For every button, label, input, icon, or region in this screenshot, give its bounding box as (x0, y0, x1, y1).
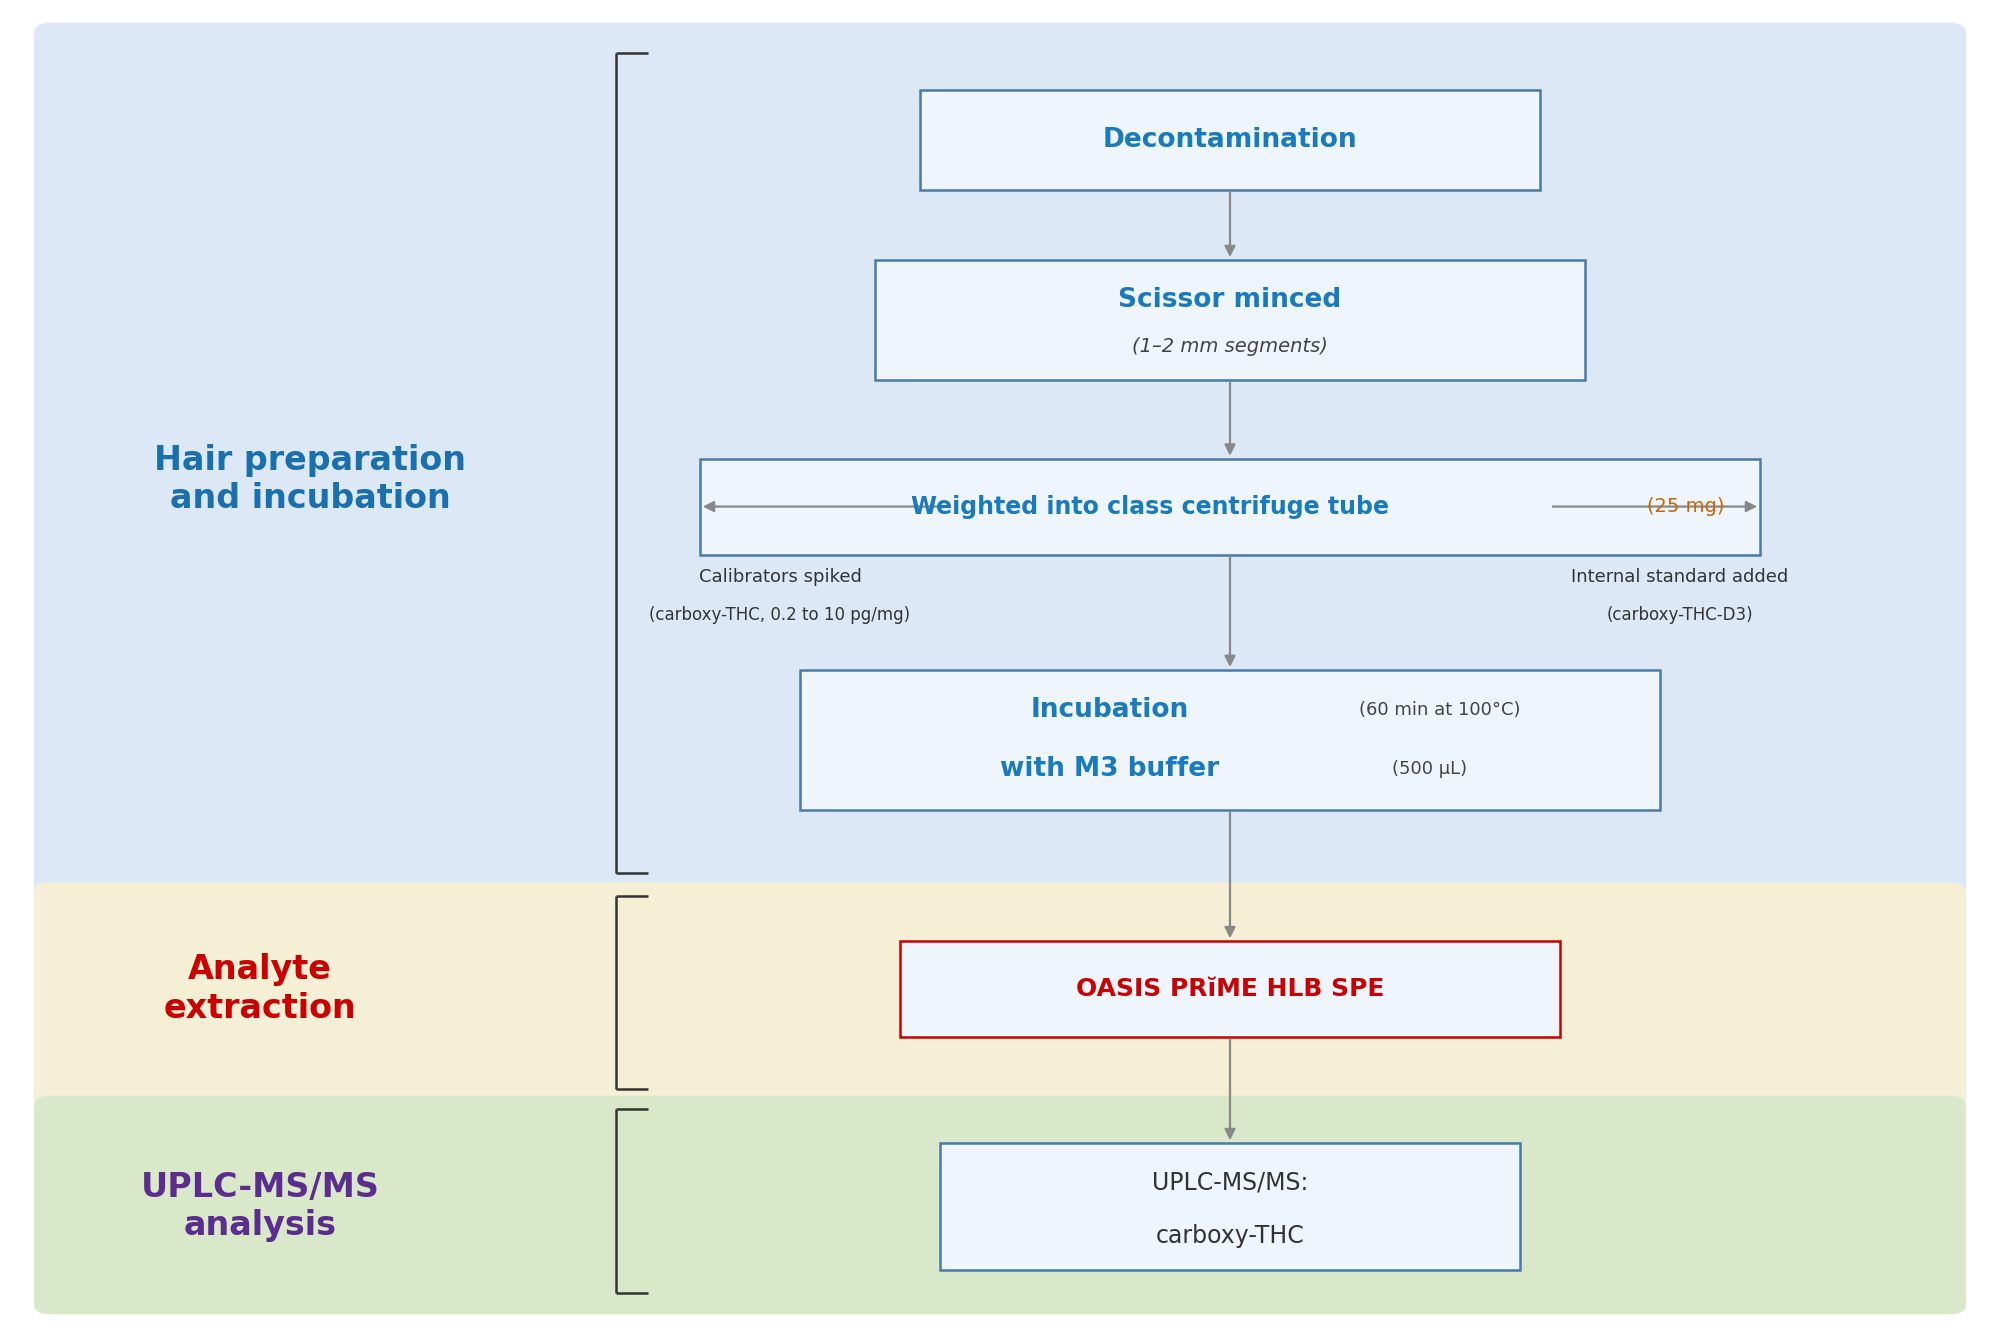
Text: UPLC-MS/MS:: UPLC-MS/MS: (1152, 1170, 1308, 1194)
Text: (carboxy-THC-D3): (carboxy-THC-D3) (1606, 605, 1754, 624)
Bar (940, 1142, 1520, 1269)
Text: (25 mg): (25 mg) (1648, 497, 1724, 516)
Text: Internal standard added: Internal standard added (1572, 568, 1788, 587)
Bar (876, 260, 1584, 380)
FancyBboxPatch shape (34, 23, 1966, 897)
Text: (500 μL): (500 μL) (1392, 760, 1468, 778)
FancyBboxPatch shape (34, 882, 1966, 1110)
Bar (800, 669, 1660, 809)
Text: with M3 buffer: with M3 buffer (1000, 756, 1220, 782)
Text: carboxy-THC: carboxy-THC (1156, 1224, 1304, 1248)
Text: (1–2 mm segments): (1–2 mm segments) (1132, 337, 1328, 356)
Text: Weighted into class centrifuge tube: Weighted into class centrifuge tube (912, 495, 1388, 519)
Text: UPLC-MS/MS
analysis: UPLC-MS/MS analysis (140, 1170, 380, 1242)
Text: Calibrators spiked: Calibrators spiked (698, 568, 862, 587)
Text: (60 min at 100°C): (60 min at 100°C) (1360, 701, 1520, 720)
Text: Scissor minced: Scissor minced (1118, 287, 1342, 313)
Bar (900, 941, 1560, 1037)
Text: OASIS PRĭME HLB SPE: OASIS PRĭME HLB SPE (1076, 977, 1384, 1001)
Text: Incubation: Incubation (1030, 697, 1190, 724)
Text: Hair preparation
and incubation: Hair preparation and incubation (154, 444, 466, 516)
Bar (920, 89, 1540, 189)
Bar (700, 459, 1760, 555)
FancyBboxPatch shape (34, 1096, 1966, 1314)
Text: Analyte
extraction: Analyte extraction (164, 953, 356, 1025)
Text: Decontamination: Decontamination (1102, 127, 1358, 153)
Text: (carboxy-THC, 0.2 to 10 pg/mg): (carboxy-THC, 0.2 to 10 pg/mg) (650, 605, 910, 624)
